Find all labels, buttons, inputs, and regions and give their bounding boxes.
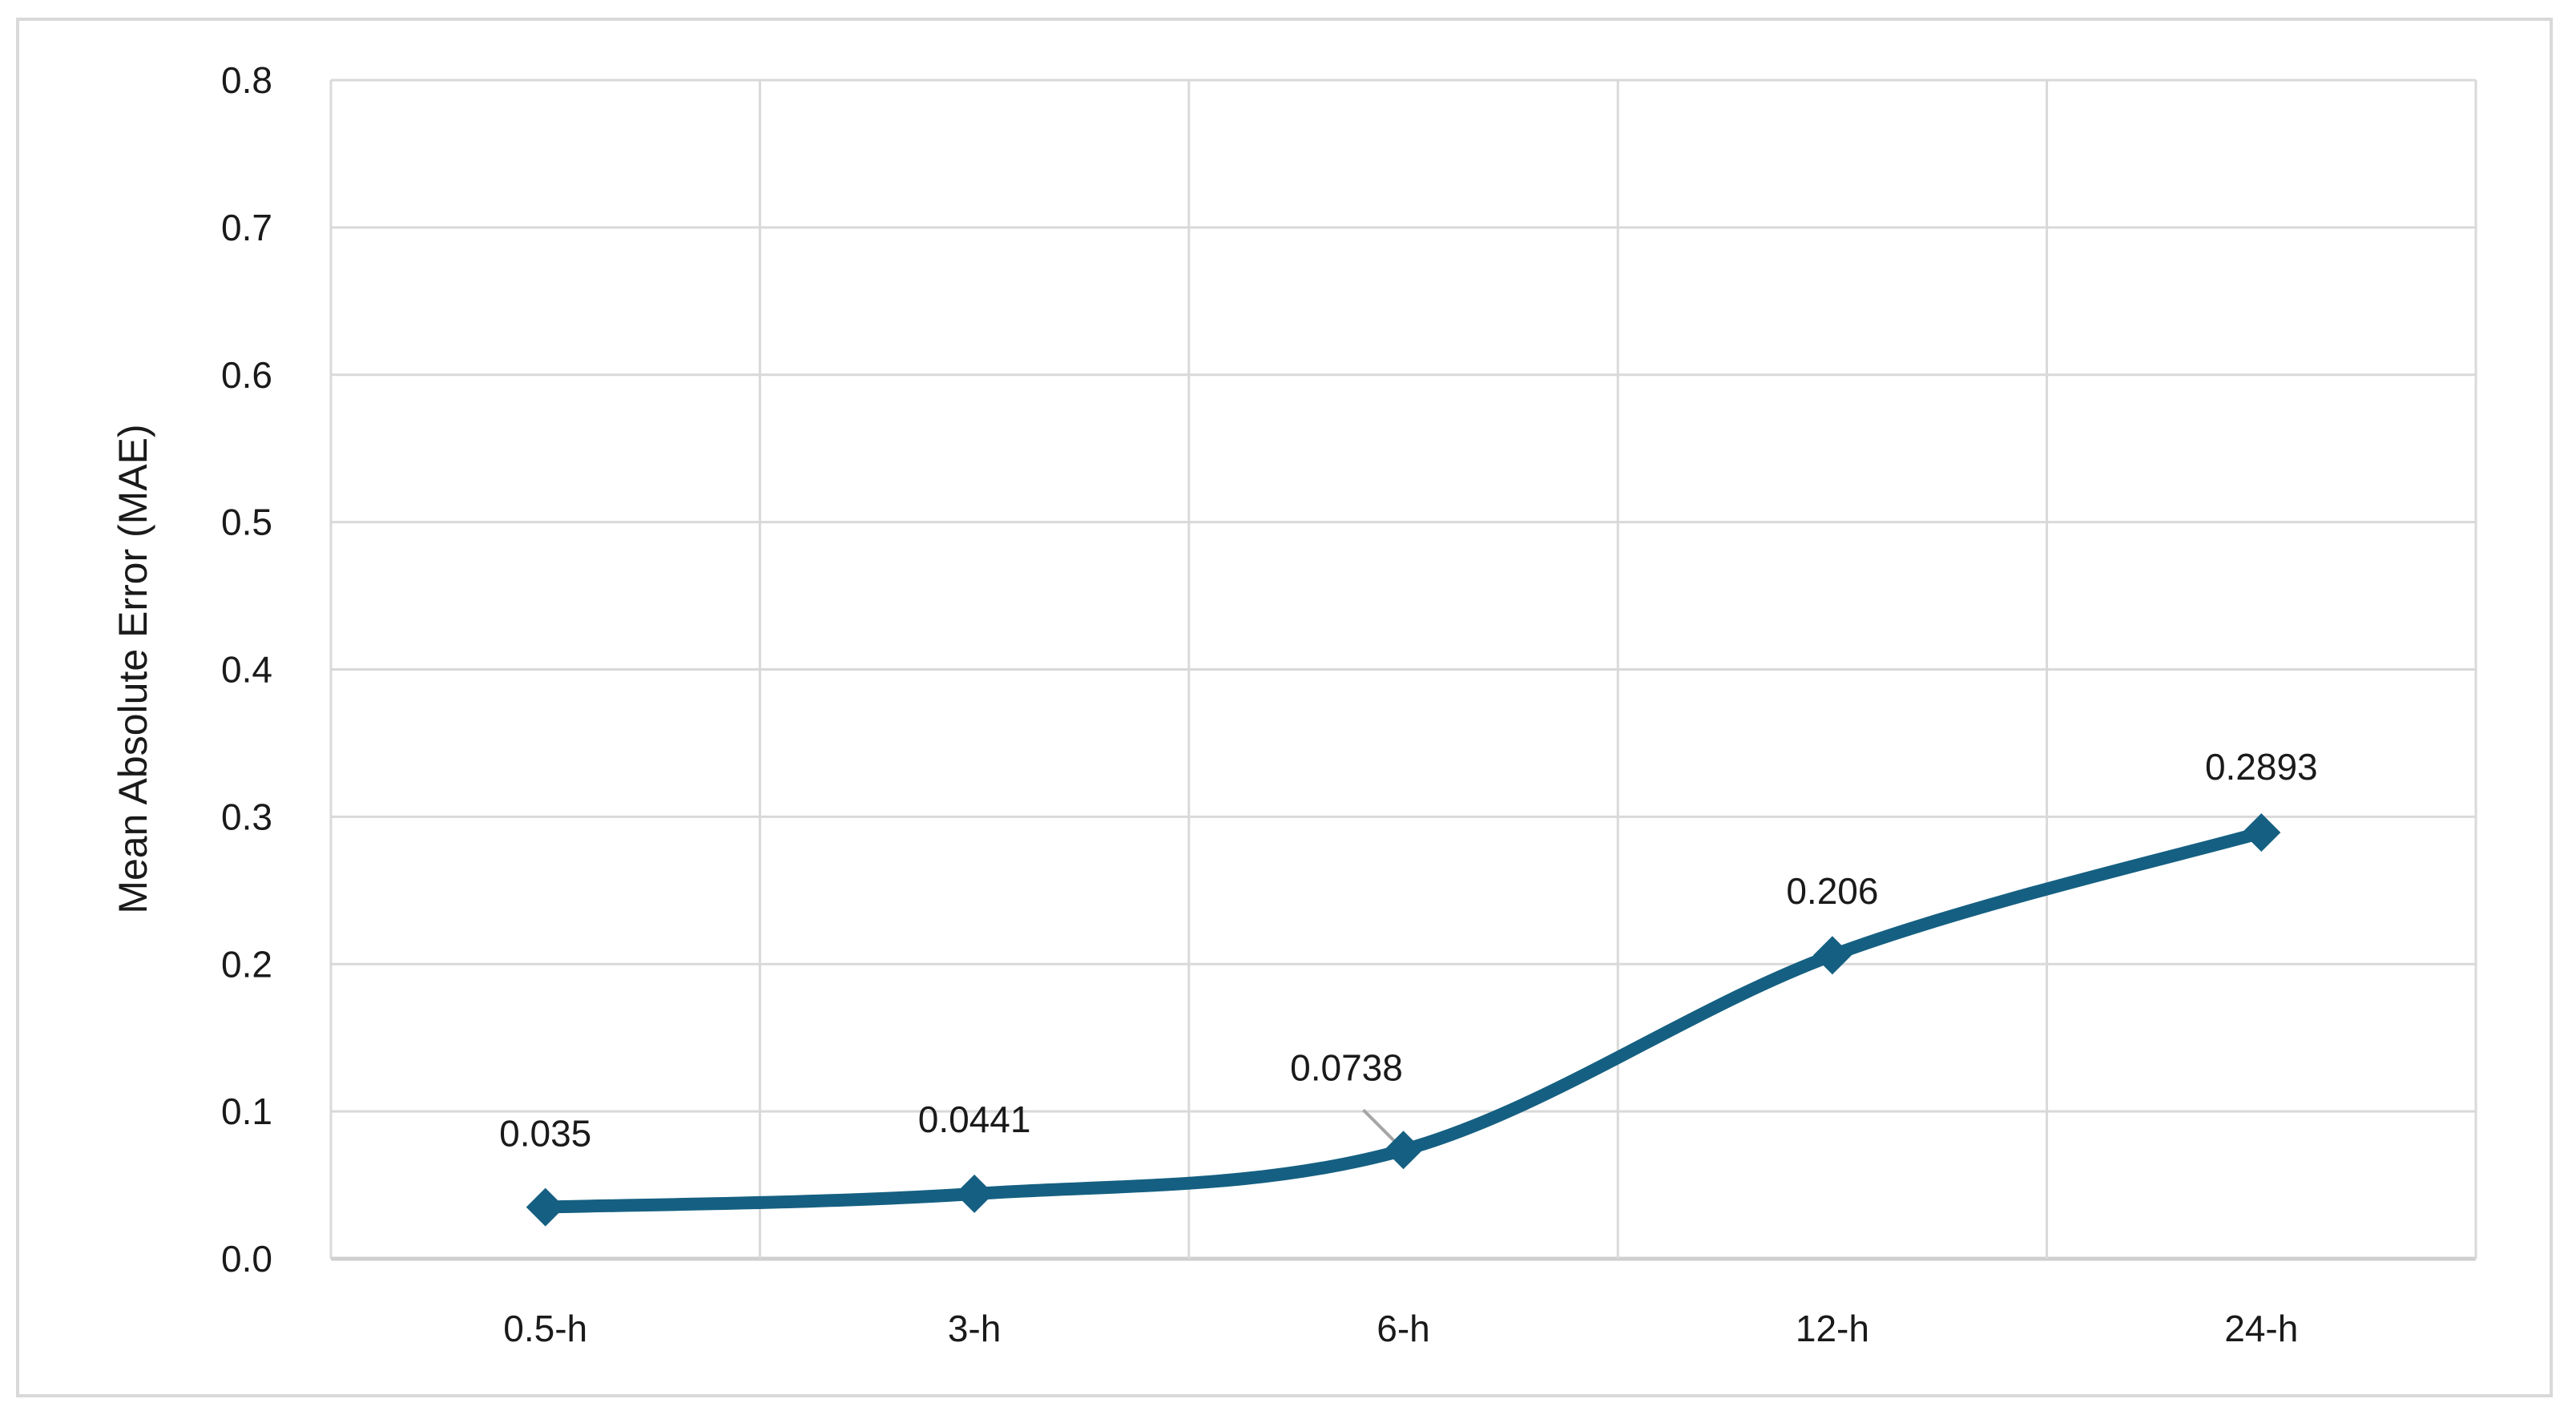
data-point-marker — [1384, 1131, 1423, 1170]
x-category-label: 6-h — [1377, 1308, 1429, 1349]
data-point-marker — [526, 1187, 565, 1227]
y-tick-label: 0.6 — [221, 354, 272, 396]
data-label: 0.035 — [499, 1113, 591, 1155]
data-label: 0.2893 — [2205, 746, 2318, 788]
x-category-label: 3-h — [948, 1308, 1001, 1349]
data-label: 0.0738 — [1290, 1046, 1403, 1088]
y-tick-label: 0.4 — [221, 649, 272, 691]
data-label: 0.0441 — [918, 1099, 1031, 1140]
gridlines — [329, 79, 2477, 1261]
y-tick-label: 0.5 — [221, 502, 272, 543]
data-point-marker — [2242, 813, 2281, 853]
y-tick-label: 0.8 — [221, 59, 272, 101]
y-tick-label: 0.2 — [221, 943, 272, 985]
data-label: 0.206 — [1786, 870, 1878, 912]
x-category-label: 12-h — [1796, 1308, 1869, 1349]
data-point-marker — [955, 1174, 994, 1213]
x-category-label: 0.5-h — [503, 1308, 587, 1349]
y-axis-title: Mean Absolute Error (MAE) — [111, 424, 155, 913]
y-tick-label: 0.7 — [221, 207, 272, 248]
data-point-marker — [1812, 936, 1852, 975]
x-category-label: 24-h — [2224, 1308, 2298, 1349]
series-line-layer — [526, 813, 2281, 1227]
labels-layer: 0.0 0.1 0.2 0.3 0.4 0.5 0.6 0.7 0.8 0.5-h 3-h 6-h 12… — [221, 59, 2318, 1349]
y-tick-label: 0.3 — [221, 796, 272, 837]
y-tick-label: 0.1 — [221, 1090, 272, 1132]
y-tick-label: 0.0 — [221, 1238, 272, 1280]
